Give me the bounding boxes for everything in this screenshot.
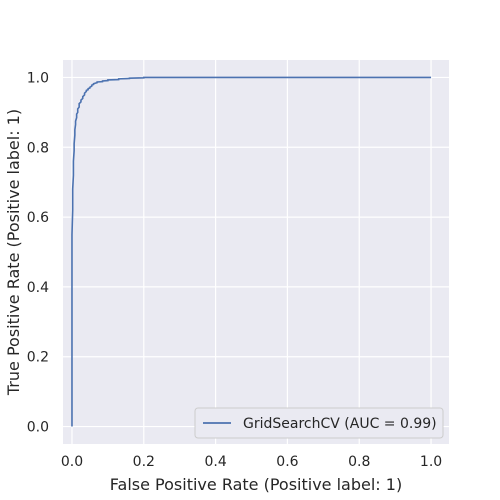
y-tick-label: 1.0 <box>27 70 49 86</box>
y-tick-label: 0.8 <box>27 140 49 156</box>
x-tick-label: 0.0 <box>61 454 83 470</box>
y-tick-label: 0.6 <box>27 210 49 226</box>
grid-lines <box>63 60 449 444</box>
tick-labels: 0.0 0.2 0.4 0.6 0.8 1.0 0.0 0.2 0.4 0.6 0.8 1.0 <box>27 70 442 470</box>
x-tick-label: 1.0 <box>420 454 442 470</box>
plot-area <box>63 60 449 444</box>
x-tick-label: 0.2 <box>133 454 155 470</box>
x-tick-label: 0.8 <box>348 454 370 470</box>
roc-curve-line <box>71 76 432 427</box>
y-axis-label: True Positive Rate (Positive label: 1) <box>4 109 23 396</box>
y-tick-label: 0.4 <box>27 280 49 296</box>
legend-label: GridSearchCV (AUC = 0.99) <box>243 416 437 432</box>
x-tick-label: 0.4 <box>204 454 226 470</box>
y-tick-label: 0.2 <box>27 350 49 366</box>
legend-box <box>194 407 444 439</box>
x-axis-label: False Positive Rate (Positive label: 1) <box>110 475 402 494</box>
y-tick-label: 0.0 <box>27 420 49 436</box>
legend: GridSearchCV (AUC = 0.99) <box>194 407 444 439</box>
x-tick-label: 0.6 <box>276 454 298 470</box>
